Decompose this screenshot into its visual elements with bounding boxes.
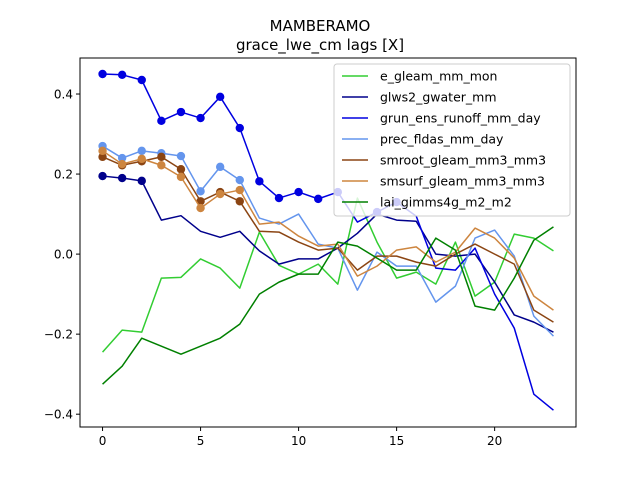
series-prec_fldas_mm_day (98, 141, 554, 337)
data-point (196, 113, 205, 123)
data-point (176, 165, 186, 174)
axes-layer: 0 5 10 15 20 −0.4 −0.2 0.0 0.2 0.4 (44, 88, 502, 448)
data-point (235, 175, 244, 185)
data-point (137, 176, 146, 186)
y-tick-label: −0.2 (44, 328, 73, 342)
data-point (176, 172, 186, 182)
data-point (235, 123, 244, 133)
data-point (98, 152, 107, 162)
legend-item: grun_ens_runoff_mm_day (342, 111, 541, 126)
legend-label: grun_ens_runoff_mm_day (380, 111, 541, 126)
legend-item: prec_fldas_mm_day (342, 132, 504, 147)
y-tick-label: 0.2 (54, 168, 73, 182)
x-tick-label: 5 (197, 434, 205, 448)
data-point (176, 151, 186, 161)
chart-title: MAMBERAMO (270, 17, 371, 35)
legend-label: prec_fldas_mm_day (380, 132, 504, 147)
data-point (176, 107, 186, 117)
x-tick-label: 15 (389, 434, 404, 448)
data-point (117, 159, 127, 169)
data-point (117, 173, 127, 183)
series-line (101, 197, 554, 353)
data-point (137, 154, 146, 164)
y-tick-label: −0.4 (44, 408, 73, 422)
y-tick-label: 0.4 (54, 88, 73, 102)
data-point (98, 146, 107, 156)
series-lai_gimms4g_m2_m2 (102, 226, 554, 385)
data-point (313, 194, 323, 204)
y-tick-label: 0.0 (54, 248, 73, 262)
data-point (215, 189, 225, 199)
legend-label: smroot_gleam_mm3_mm3 (380, 153, 546, 168)
data-point (274, 193, 284, 203)
legend-box (333, 63, 571, 217)
data-point (215, 92, 225, 102)
data-point (255, 177, 264, 186)
legend-item: e_gleam_mm_mon (342, 69, 497, 84)
series-smsurf_gleam_mm3_mm3 (98, 146, 554, 311)
x-tick-label: 20 (487, 434, 502, 448)
legend-item: glws2_gwater_mm (342, 90, 497, 105)
data-point (196, 203, 205, 213)
legend: e_gleam_mm_mon glws2_gwater_mm grun_ens_ru… (333, 63, 571, 217)
legend-item: smroot_gleam_mm3_mm3 (342, 153, 546, 168)
plot-frame (79, 57, 577, 428)
series-glws2_gwater_mm (98, 171, 554, 333)
data-point (137, 75, 146, 85)
series-line (102, 226, 554, 385)
data-point (157, 161, 166, 170)
data-point (157, 116, 166, 126)
series-e_gleam_mm_mon (101, 197, 554, 353)
data-point (117, 70, 127, 80)
data-point (157, 152, 166, 162)
data-point (196, 187, 205, 196)
legend-item: lai_gimms4g_m2_m2 (342, 195, 512, 210)
x-tick-label: 10 (291, 434, 306, 448)
data-point (98, 171, 107, 181)
legend-label: smsurf_gleam_mm3_mm3 (380, 174, 545, 189)
data-point (235, 197, 244, 206)
series-layer (98, 69, 554, 411)
legend-label: glws2_gwater_mm (380, 90, 497, 105)
data-point (215, 162, 225, 172)
legend-item: smsurf_gleam_mm3_mm3 (342, 174, 545, 189)
data-point (235, 185, 244, 195)
legend-label: e_gleam_mm_mon (380, 69, 497, 84)
data-point (98, 69, 107, 79)
data-point (137, 146, 146, 156)
data-point (294, 187, 303, 197)
data-point (117, 153, 127, 163)
chart-subtitle: grace_lwe_cm lags [X] (236, 36, 404, 55)
x-tick-label: 0 (99, 434, 107, 448)
legend-label: lai_gimms4g_m2_m2 (380, 195, 512, 210)
series-line (102, 175, 554, 333)
